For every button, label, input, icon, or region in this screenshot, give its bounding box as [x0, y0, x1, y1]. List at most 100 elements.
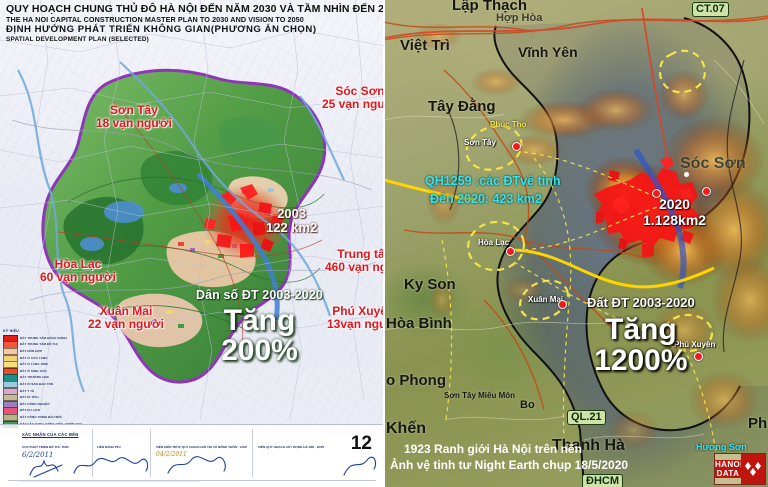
core-year-2020: 2020: [658, 196, 691, 212]
map-legend: KÝ HIỆU ĐẤT TRUNG TÂM HÀNH CHÍNH ĐẤT TRUN…: [3, 329, 103, 428]
road-shield-dhcm: ĐHCM: [582, 474, 623, 487]
legend-label: ĐẤT TRƯỜNG HỌC: [20, 375, 50, 380]
sig-col-0-date: 6/2/2011: [22, 451, 54, 459]
hanoi-province-shape: [28, 62, 348, 392]
legend-label: ĐẤT DI SẢN BẢO TỒN: [20, 382, 54, 387]
page-number: 12: [350, 433, 372, 454]
label-hoa-lac-name: Hòa Lạc: [54, 257, 102, 271]
core-area-label-2020: 2020 1.128km2: [643, 196, 706, 228]
caption-line-2: Ảnh vệ tinh tư Night Earth chụp 18/5/202…: [390, 458, 629, 472]
place-hoa-binh: Hòa Bình: [386, 315, 452, 332]
base-map-linework: [0, 0, 384, 421]
legend-row: ĐẤT DI SẢN BẢO TỒN: [3, 380, 103, 389]
place-ky-son: Ky Son: [404, 276, 456, 293]
growth-block-left: Dân số ĐT 2003-2020 Tăng 200%: [196, 288, 323, 366]
place-hop-hoa: Hợp Hòa: [496, 12, 543, 24]
sig-col-2-caption: VIỆN KIẾN TRÚC QUY HOẠCH ĐÔ THỊ VÀ NÔNG …: [156, 445, 247, 449]
place-tay-dang: Tây Đằng: [428, 98, 496, 115]
sat-town-son-tay: Sơn Tây: [464, 138, 496, 147]
sig-col-0-caption: CỤC PHÁT TRIỂN ĐÔ THỊ - BXD: [22, 445, 69, 449]
title-line-2: THE HA NOI CAPITAL CONSTRUCTION MASTER P…: [6, 15, 304, 24]
label-hoa-lac: Hòa Lạc 60 vạn người: [40, 257, 116, 285]
label-xuan-mai: Xuân Mai 22 vạn người: [88, 304, 164, 332]
sig-col-1-caption: LIÊN DANH PPJ: [97, 445, 121, 449]
legend-label: ĐẤT Ở CAO TẦNG: [20, 355, 48, 360]
title-block: QUY HOẠCH CHUNG THỦ ĐÔ HÀ NỘI ĐẾN NĂM 20…: [6, 3, 384, 44]
legend-label: ĐẤT DU LỊCH: [20, 408, 41, 413]
master-plan-panel: QUY HOẠCH CHUNG THỦ ĐÔ HÀ NỘI ĐẾN NĂM 20…: [0, 0, 384, 487]
hanoi-data-logo: HANOI DATA: [714, 453, 766, 485]
sat-town-xuan-mai: Xuân Mai: [528, 295, 564, 304]
core-year-2003: 2003: [277, 206, 307, 221]
legend-row: ĐẤT TRUNG TÂM ĐÔ THỊ: [3, 341, 103, 349]
signatures-ink: [19, 456, 377, 482]
legend-label: ĐẤT Y TẾ: [20, 388, 35, 393]
legend-row: ĐẤT TRƯỜNG HỌC: [3, 374, 103, 382]
label-phu-xuyen: Phú Xuyên 13vạn người: [327, 304, 384, 332]
legend-label: ĐẤT DI TÍCH: [20, 395, 39, 400]
label-hoa-lac-value: 60 vạn người: [40, 270, 116, 285]
label-soc-son: Sóc Sơn 25 vạn người: [322, 84, 384, 112]
sat-town-phuc-tho: Phúc Thọ: [490, 120, 527, 129]
marker-dot-white: [684, 172, 689, 177]
label-soc-son-value: 25 vạn người: [322, 97, 384, 112]
label-soc-son-name: Sóc Sơn: [335, 84, 384, 98]
town-dot-son-tay: [512, 142, 521, 151]
legend-row: ĐẤT DU LỊCH: [3, 407, 103, 415]
legend-row: ĐẤT CÔNG TRÌNH ĐẦU MỐI: [3, 413, 103, 422]
legend-row: ĐẤT Y TẾ: [3, 387, 103, 395]
town-dot-xuan-mai: [558, 300, 567, 309]
label-phu-xuyen-name: Phú Xuyên: [332, 304, 384, 318]
signature-heading: XÁC NHẬN CỦA CÁC BÊN: [22, 432, 79, 437]
place-vinh-yen: Vĩnh Yên: [518, 44, 578, 60]
road-shield-ql21: QL.21: [567, 410, 606, 425]
growth-percent-right: 1200%: [594, 344, 688, 377]
label-xuan-mai-name: Xuân Mai: [99, 304, 153, 318]
growth-caption-right: Đất ĐT 2003-2020: [587, 295, 695, 310]
place-phu-2: Phú: [748, 415, 768, 432]
signature-strip: XÁC NHẬN CỦA CÁC BÊN CỤC PHÁT TRIỂN ĐÔ T…: [0, 424, 384, 487]
label-son-tay-name: Sơn Tây: [110, 103, 158, 117]
sig-col-2-date: 04/2/2011: [156, 451, 187, 458]
place-o-phong: o Phong: [386, 372, 446, 389]
place-viet-tri: Việt Trì: [400, 37, 450, 54]
core-area-2003: 122 km2: [266, 220, 318, 236]
label-trung-tam: Trung tâm 460 vạn người: [325, 247, 384, 275]
place-bo: Bo: [520, 399, 535, 411]
title-line-4: SPATIAL DEVELOPMENT PLAN (SELECTED): [6, 36, 149, 43]
legend-row: ĐẤT TRUNG TÂM HÀNH CHÍNH: [3, 334, 103, 342]
growth-caption-left: Dân số ĐT 2003-2020: [196, 288, 323, 302]
sat-town-hoa-lac: Hòa Lạc: [478, 238, 510, 247]
label-phu-xuyen-value: 13vạn người: [327, 317, 384, 332]
legend-row: ĐẤT DI TÍCH: [3, 394, 103, 402]
qh-plan-line-2: Đến 2020: 423 km2: [430, 192, 542, 206]
place-khen: Khến: [386, 420, 426, 437]
logo-wordmark: HANOI DATA: [715, 454, 743, 484]
sat-town-phu-xuyen: Phú Xuyên: [674, 340, 716, 349]
road-shield-ct07: CT.07: [692, 2, 729, 17]
logo-line-1: HANOI: [715, 460, 743, 469]
panel-divider: [383, 0, 385, 487]
sat-town-huong-son: Hương Sơn: [696, 442, 747, 452]
town-dot-soc-son: [702, 187, 711, 196]
title-line-1: QUY HOẠCH CHUNG THỦ ĐÔ HÀ NỘI ĐẾN NĂM 20…: [6, 3, 384, 15]
legend-label: ĐẤT CÂY XANH, CÔNG VIÊN, VƯỜN HOA: [20, 422, 82, 426]
caption-line-1: 1923 Ranh giới Hà Nội trên nền: [404, 442, 582, 456]
growth-percent-left: 200%: [221, 334, 298, 367]
legend-title: KÝ HIỆU: [3, 329, 19, 333]
title-line-3: ĐỊNH HƯỚNG PHÁT TRIỂN KHÔNG GIAN(PHƯƠNG …: [6, 24, 317, 35]
label-xuan-mai-value: 22 vạn người: [88, 317, 164, 332]
logo-diamond-icon: [745, 462, 761, 476]
legend-label: ĐẤT CÔNG TRÌNH ĐẦU MỐI: [20, 414, 62, 419]
legend-row: ĐẤT Ở CAO TẦNG: [3, 354, 103, 362]
core-area-2020: 1.128km2: [643, 212, 707, 228]
legend-label: ĐẤT TRUNG TÂM ĐÔ THỊ: [20, 342, 58, 347]
legend-label: ĐẤT TRUNG TÂM HÀNH CHÍNH: [20, 335, 67, 340]
signature-divider: [8, 480, 376, 481]
growth-word-right: Tăng: [605, 313, 677, 346]
town-dot-hoa-lac: [506, 247, 515, 256]
sig-col-3-caption: VIỆN QUY HOẠCH XÂY DỰNG HÀ NỘI - HUPI: [258, 445, 325, 449]
qh-plan-line-1: QH1259 :các ĐTvệ tinh: [425, 174, 561, 188]
label-trung-tam-name: Trung tâm: [337, 247, 384, 261]
